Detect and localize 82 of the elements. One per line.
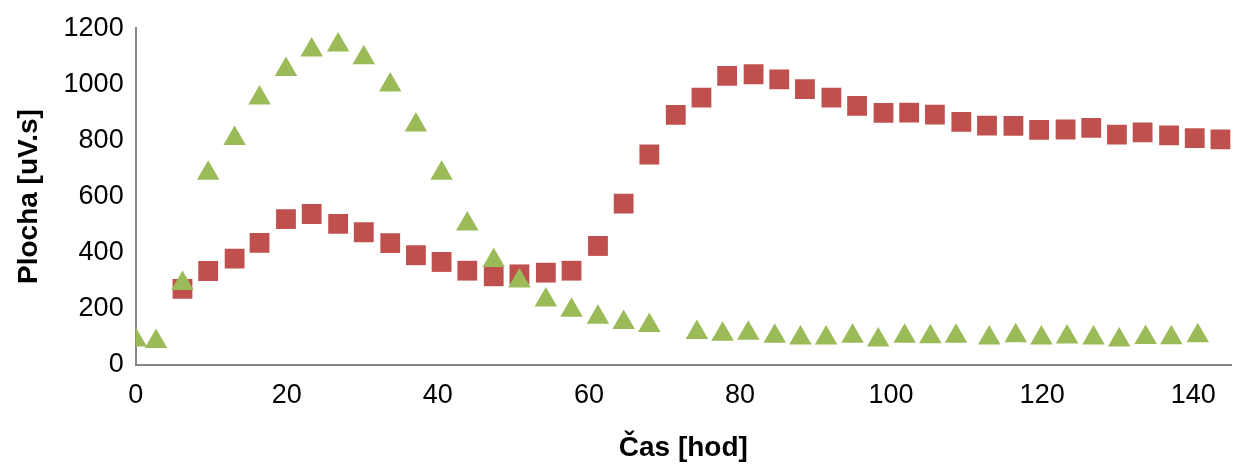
y-tick-label: 400 <box>78 236 124 267</box>
point <box>639 144 660 165</box>
point <box>841 323 864 343</box>
point <box>171 270 194 291</box>
point <box>431 252 452 272</box>
y-tick-label: 0 <box>108 348 124 379</box>
point <box>899 102 920 123</box>
point <box>1132 122 1153 143</box>
y-tick-label: 600 <box>78 180 124 211</box>
point <box>893 323 916 343</box>
x-tick-label: 20 <box>271 378 302 409</box>
point <box>301 204 322 224</box>
point <box>534 286 558 307</box>
point <box>763 323 786 343</box>
point <box>1107 124 1127 145</box>
y-tick-label: 200 <box>78 292 124 323</box>
point <box>612 309 635 330</box>
point <box>814 325 838 345</box>
point <box>821 87 842 108</box>
point <box>561 260 582 281</box>
point <box>977 115 997 136</box>
x-tick-label: 100 <box>868 378 914 409</box>
point <box>789 325 812 345</box>
point <box>978 325 1001 345</box>
point <box>588 236 608 256</box>
point <box>665 105 686 125</box>
point <box>535 262 556 283</box>
point <box>1004 322 1027 343</box>
point <box>737 320 760 340</box>
x-axis-title: Čas [hod] <box>618 429 748 462</box>
point <box>1210 129 1231 150</box>
point <box>1081 117 1102 138</box>
point <box>685 319 709 339</box>
point <box>457 260 478 281</box>
x-tick-label: 140 <box>1170 378 1216 409</box>
point <box>1003 115 1024 136</box>
point <box>924 104 945 125</box>
point <box>353 222 374 243</box>
point <box>1055 323 1079 344</box>
x-tick-label: 120 <box>1019 378 1065 409</box>
x-tick-label: 40 <box>422 378 453 409</box>
point <box>380 233 401 254</box>
point <box>560 297 583 317</box>
point <box>456 211 479 231</box>
point <box>224 248 245 269</box>
point <box>1184 128 1205 149</box>
point <box>586 304 610 324</box>
point <box>1134 324 1157 344</box>
point <box>951 112 972 132</box>
point <box>919 323 942 344</box>
point <box>1055 119 1076 140</box>
point <box>866 327 890 347</box>
point <box>1107 327 1131 347</box>
x-tick-label: 0 <box>128 378 144 409</box>
point <box>795 79 815 99</box>
point <box>717 66 738 86</box>
point <box>144 328 168 348</box>
point <box>638 312 661 332</box>
x-tick-label: 80 <box>724 378 756 409</box>
y-axis-title: Plocha [uV.s] <box>11 109 43 284</box>
point <box>328 213 349 234</box>
point <box>769 69 790 90</box>
point <box>1160 324 1183 345</box>
point <box>691 87 712 108</box>
point <box>1159 125 1179 146</box>
point <box>1082 325 1105 345</box>
point <box>711 321 734 341</box>
point <box>1029 119 1050 140</box>
point <box>944 323 968 343</box>
x-tick-label: 60 <box>573 378 604 409</box>
y-tick-label: 800 <box>78 123 124 154</box>
y-tick-label: 1200 <box>63 11 124 42</box>
point <box>276 209 296 229</box>
point <box>249 233 270 253</box>
point <box>613 193 634 214</box>
point <box>743 64 764 85</box>
point <box>847 96 867 116</box>
point <box>873 103 894 123</box>
point <box>482 247 505 268</box>
point <box>1186 322 1210 343</box>
point <box>1030 325 1053 345</box>
y-tick-label: 1000 <box>63 67 124 98</box>
